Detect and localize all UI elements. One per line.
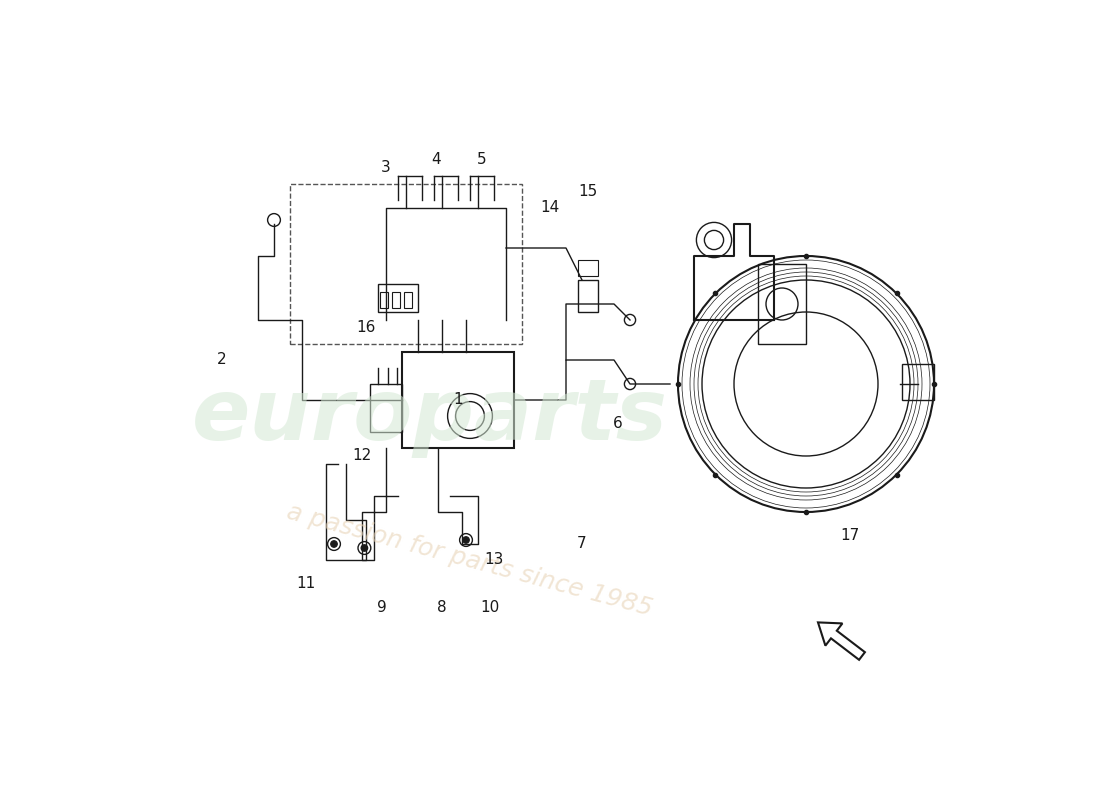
Bar (402, 352, 514, 448)
Text: europarts: europarts (192, 374, 668, 458)
Text: 5: 5 (477, 153, 487, 167)
Text: 9: 9 (377, 601, 387, 615)
Text: 12: 12 (352, 449, 372, 463)
Bar (758, 264, 806, 344)
Circle shape (463, 537, 470, 543)
Text: 15: 15 (579, 185, 598, 199)
Bar (393, 292, 400, 308)
Text: 13: 13 (484, 553, 504, 567)
Text: 14: 14 (540, 201, 560, 215)
Text: 2: 2 (217, 353, 227, 367)
Text: 3: 3 (381, 161, 390, 175)
Bar (405, 292, 412, 308)
Text: 8: 8 (437, 601, 447, 615)
Bar (381, 292, 388, 308)
Text: 4: 4 (431, 153, 441, 167)
Bar (578, 260, 598, 276)
Bar (370, 384, 402, 432)
Bar (902, 364, 934, 400)
Text: 17: 17 (840, 529, 859, 543)
Text: 16: 16 (356, 321, 376, 335)
Bar (378, 284, 418, 312)
Text: 7: 7 (578, 537, 586, 551)
Text: a passion for parts since 1985: a passion for parts since 1985 (285, 499, 656, 621)
Bar (290, 184, 522, 344)
Text: 11: 11 (296, 577, 316, 591)
Bar (578, 280, 598, 312)
FancyArrow shape (818, 622, 865, 660)
Text: 1: 1 (453, 393, 463, 407)
Text: 10: 10 (481, 601, 499, 615)
Text: 6: 6 (613, 417, 623, 431)
Circle shape (361, 545, 367, 551)
Circle shape (331, 541, 338, 547)
